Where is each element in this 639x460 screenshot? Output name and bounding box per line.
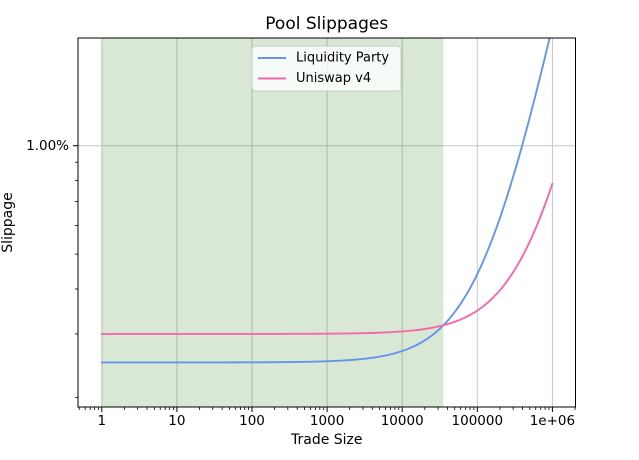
x-tick-label: 1e+06 bbox=[530, 413, 575, 429]
highlight-region bbox=[101, 38, 444, 407]
legend-label-uniswap-v4: Uniswap v4 bbox=[296, 71, 371, 86]
legend-box bbox=[251, 45, 402, 92]
series-line-liquidity-party bbox=[100, 38, 551, 364]
x-tick-label: 1000 bbox=[310, 413, 344, 429]
x-tick-labels: 1 10 100 1000 10000 100000 1e+06 bbox=[98, 413, 576, 429]
legend-label-liquidity-party: Liquidity Party bbox=[296, 51, 389, 66]
x-tick-label: 10 bbox=[168, 413, 185, 429]
x-tick-label: 100 bbox=[239, 413, 265, 429]
series-curves bbox=[100, 38, 554, 364]
gridlines bbox=[78, 38, 576, 407]
x-tick-label: 1 bbox=[98, 413, 107, 429]
highlight-band bbox=[101, 38, 444, 407]
y-tick-label: 1.00% bbox=[26, 138, 69, 154]
y-axis-label: Slippage bbox=[0, 192, 16, 253]
x-tick-label: 10000 bbox=[381, 413, 424, 429]
plot-border bbox=[77, 37, 576, 408]
chart-title: Pool Slippages bbox=[265, 14, 388, 34]
legend: Liquidity Party Uniswap v4 bbox=[251, 45, 402, 92]
series-line-uniswap-v4 bbox=[100, 182, 554, 335]
x-axis-label: Trade Size bbox=[290, 432, 363, 448]
x-tick-label: 100000 bbox=[452, 413, 504, 429]
